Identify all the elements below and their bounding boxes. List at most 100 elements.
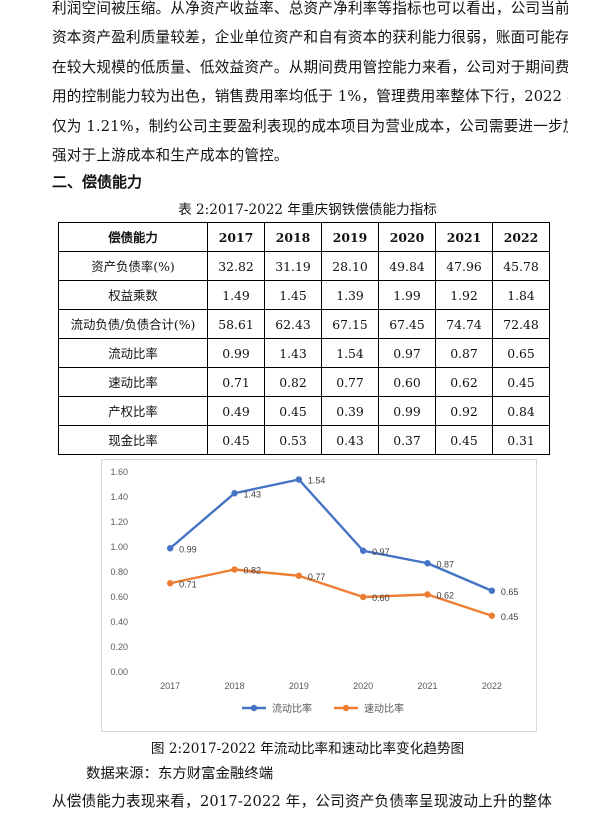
table-row: 资产负债率(%) 32.82 31.19 28.10 49.84 47.96 4…	[58, 251, 550, 281]
table-row: 速动比率 0.71 0.82 0.77 0.60 0.62 0.45	[58, 367, 550, 397]
figure-caption: 图 2:2017-2022 年流动比率和速动比率变化趋势图	[150, 741, 465, 757]
data-label: 0.71	[179, 579, 197, 589]
table-cell: 58.61	[207, 309, 265, 339]
table-header-row: 偿债能力 2017 2018 2019 2020 2021 2022	[58, 222, 550, 252]
table-cell: 0.71	[207, 367, 265, 397]
legend-label: 流动比率	[272, 702, 312, 715]
y-tick-label: 1.40	[110, 492, 128, 502]
chart-canvas: 0.00 0.20 0.40 0.60 0.80 1.00 1.20 1.40 1.60 2017…	[110, 467, 519, 715]
table-cell: 1.92	[435, 280, 493, 310]
x-tick-label: 2019	[289, 681, 309, 691]
data-point	[424, 591, 431, 598]
table-cell: 0.45	[264, 396, 322, 426]
row-label: 速动比率	[58, 367, 208, 397]
table-cell: 0.99	[378, 396, 436, 426]
paragraph-line: 用的控制能力较为出色，销售费用率均低于 1%，管理费用率整体下行，2022 年	[52, 88, 568, 106]
legend-marker	[342, 704, 350, 712]
table-cell: 0.45	[207, 425, 265, 455]
table-cell: 67.15	[321, 309, 379, 339]
data-label: 0.77	[308, 572, 326, 582]
table-cell: 49.84	[378, 251, 436, 281]
x-tick-label: 2022	[482, 681, 502, 691]
table-cell: 0.62	[435, 367, 493, 397]
table-cell: 0.43	[321, 425, 379, 455]
data-point	[166, 545, 174, 552]
table-cell: 45.78	[492, 251, 550, 281]
header-cell: 2020	[378, 222, 436, 252]
y-tick-label: 1.60	[110, 467, 128, 477]
table-cell: 0.45	[492, 367, 550, 397]
header-cell: 2022	[492, 222, 550, 252]
table-cell: 0.97	[378, 338, 436, 368]
table-row: 产权比率 0.49 0.45 0.39 0.99 0.92 0.84	[58, 396, 550, 426]
data-point	[231, 566, 238, 573]
data-label: 0.60	[372, 593, 390, 603]
y-tick-label: 0.00	[110, 667, 128, 677]
y-tick-label: 0.80	[110, 567, 128, 577]
table-cell: 0.84	[492, 396, 550, 426]
data-point	[424, 560, 431, 567]
data-label: 0.45	[501, 612, 519, 622]
row-label: 现金比率	[58, 425, 208, 455]
data-label: 0.65	[501, 587, 519, 597]
table-cell: 0.37	[378, 425, 436, 455]
table-cell: 0.99	[207, 338, 265, 368]
data-label: 0.82	[244, 566, 262, 576]
table-cell: 28.10	[321, 251, 379, 281]
x-tick-label: 2021	[417, 681, 437, 691]
table-cell: 0.45	[435, 425, 493, 455]
legend-marker	[250, 704, 258, 712]
y-tick-label: 0.20	[110, 642, 128, 652]
data-label: 0.62	[437, 591, 455, 601]
data-label: 0.99	[179, 544, 197, 554]
table-caption: 表 2:2017-2022 年重庆钢铁偿债能力指标	[178, 202, 437, 218]
row-label: 产权比率	[58, 396, 208, 426]
table-cell: 0.82	[264, 367, 322, 397]
data-label: 0.97	[372, 547, 390, 557]
table-cell: 1.45	[264, 280, 322, 310]
data-source: 数据来源：东方财富金融终端	[86, 766, 274, 782]
solvency-table: 偿债能力 2017 2018 2019 2020 2021 2022 资产负债率…	[58, 222, 550, 455]
table-cell: 0.31	[492, 425, 550, 455]
data-label: 0.87	[437, 559, 455, 569]
paragraph-line: 在较大规模的低质量、低效益资产。从期间费用管控能力来看，公司对于期间费	[52, 58, 568, 76]
y-tick-label: 0.40	[110, 617, 128, 627]
data-label: 1.54	[308, 476, 326, 486]
table-row: 流动比率 0.99 1.43 1.54 0.97 0.87 0.65	[58, 338, 550, 368]
data-label: 1.43	[244, 489, 262, 499]
table-cell: 0.60	[378, 367, 436, 397]
paragraph-line: 资本资产盈利质量较差，企业单位资产和自有资本的获利能力很弱，账面可能存	[52, 29, 568, 47]
series-line	[169, 568, 493, 617]
closing-paragraph: 从偿债能力表现来看，2017-2022 年，公司资产负债率呈现波动上升的整体	[52, 787, 568, 816]
table-cell: 32.82	[207, 251, 265, 281]
header-cell: 2017	[207, 222, 265, 252]
header-cell: 2018	[264, 222, 322, 252]
paragraph-line: 从偿债能力表现来看，2017-2022 年，公司资产负债率呈现波动上升的整体	[52, 793, 553, 810]
table-cell: 31.19	[264, 251, 322, 281]
table-row: 流动负债/负债合计(%) 58.61 62.43 67.15 67.45 74.…	[58, 309, 550, 339]
data-point	[359, 547, 367, 554]
series-line	[169, 478, 493, 592]
x-tick-label: 2018	[224, 681, 244, 691]
intro-paragraph: 利润空间被压缩。从净资产收益率、总资产净利率等指标也可以看出，公司当前 资本资产…	[52, 0, 568, 170]
data-point	[359, 593, 367, 601]
table-cell: 0.92	[435, 396, 493, 426]
header-cell: 偿债能力	[58, 222, 208, 252]
table-cell: 0.53	[264, 425, 322, 455]
table-cell: 67.45	[378, 309, 436, 339]
table-cell: 1.54	[321, 338, 379, 368]
ratio-line-chart: 0.00 0.20 0.40 0.60 0.80 1.00 1.20 1.40 1.60 2017…	[101, 459, 537, 732]
table-cell: 0.87	[435, 338, 493, 368]
y-tick-label: 1.00	[110, 542, 128, 552]
row-label: 流动负债/负债合计(%)	[58, 309, 208, 339]
table-cell: 72.48	[492, 309, 550, 339]
data-point	[295, 572, 303, 579]
table-cell: 1.99	[378, 280, 436, 310]
table-row: 权益乘数 1.49 1.45 1.39 1.99 1.92 1.84	[58, 280, 550, 310]
data-point	[488, 612, 496, 619]
header-cell: 2019	[321, 222, 379, 252]
x-tick-label: 2017	[160, 681, 180, 691]
table-cell: 1.84	[492, 280, 550, 310]
data-point	[295, 476, 303, 483]
y-tick-label: 1.20	[110, 517, 128, 527]
